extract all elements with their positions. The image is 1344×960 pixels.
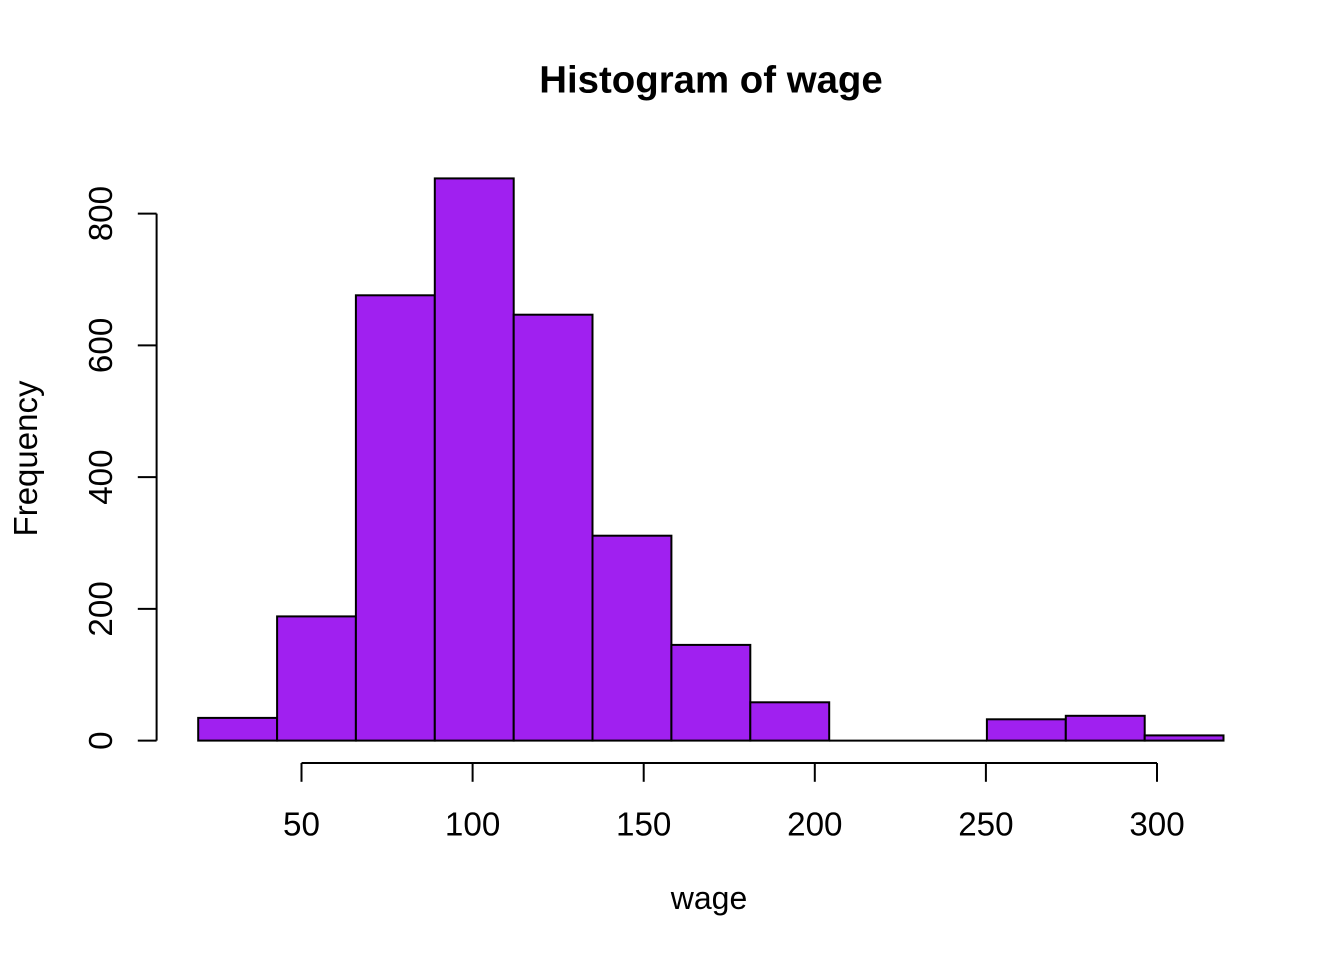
- svg-text:Histogram of wage: Histogram of wage: [539, 59, 882, 102]
- svg-text:200: 200: [83, 581, 120, 636]
- svg-text:400: 400: [83, 449, 120, 504]
- svg-text:0: 0: [83, 731, 120, 749]
- svg-text:Frequency: Frequency: [7, 380, 44, 536]
- svg-text:300: 300: [1129, 807, 1184, 844]
- svg-text:600: 600: [83, 318, 120, 373]
- svg-text:100: 100: [445, 807, 500, 844]
- svg-text:wage: wage: [670, 880, 748, 916]
- svg-text:250: 250: [958, 807, 1013, 844]
- svg-text:800: 800: [83, 186, 120, 241]
- svg-text:200: 200: [787, 807, 842, 844]
- svg-text:50: 50: [283, 807, 320, 844]
- svg-text:150: 150: [616, 807, 671, 844]
